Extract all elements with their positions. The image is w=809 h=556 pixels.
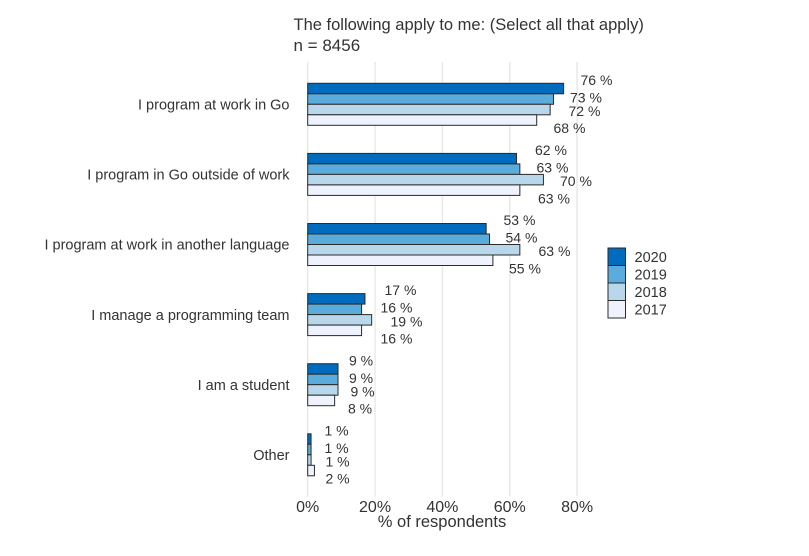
svg-text:n = 8456: n = 8456 [294,36,361,55]
svg-text:% of respondents: % of respondents [378,513,506,531]
svg-text:55 %: 55 % [509,260,541,276]
svg-text:20%: 20% [359,499,391,516]
svg-text:80%: 80% [561,499,593,516]
svg-text:1 %: 1 % [325,440,349,456]
svg-text:2 %: 2 % [326,471,350,487]
svg-text:63 %: 63 % [538,190,570,206]
svg-text:9 %: 9 % [351,383,375,399]
svg-text:I am a student: I am a student [198,378,290,394]
svg-text:76 %: 76 % [581,72,613,88]
svg-text:63 %: 63 % [537,160,569,176]
svg-text:73 %: 73 % [570,89,602,105]
svg-text:19 %: 19 % [391,313,423,329]
svg-text:1 %: 1 % [326,454,350,470]
svg-text:2020: 2020 [635,250,667,266]
svg-text:62 %: 62 % [535,142,567,158]
svg-text:I program at work in another l: I program at work in another language [44,238,289,254]
svg-text:9 %: 9 % [349,370,373,386]
svg-text:9 %: 9 % [349,352,373,368]
svg-text:I manage a programming team: I manage a programming team [91,308,289,324]
svg-text:40%: 40% [426,499,458,516]
svg-text:72 %: 72 % [569,103,601,119]
svg-text:Other: Other [253,448,289,464]
svg-text:63 %: 63 % [539,243,571,259]
svg-text:68 %: 68 % [554,120,586,136]
svg-text:60%: 60% [494,499,526,516]
svg-text:I program in Go outside of wor: I program in Go outside of work [87,168,290,184]
svg-text:0%: 0% [296,499,319,516]
svg-text:2019: 2019 [635,267,667,283]
svg-text:I program at work in Go: I program at work in Go [138,98,290,114]
svg-text:53 %: 53 % [504,212,536,228]
svg-text:The following apply to me: (Se: The following apply to me: (Select all t… [294,16,644,34]
svg-text:54 %: 54 % [506,230,538,246]
svg-text:2017: 2017 [635,302,667,318]
svg-text:17 %: 17 % [385,282,417,298]
svg-text:70 %: 70 % [560,173,592,189]
svg-text:2018: 2018 [635,285,667,301]
svg-text:8 %: 8 % [348,401,372,417]
svg-text:16 %: 16 % [381,300,413,316]
svg-text:16 %: 16 % [381,331,413,347]
svg-text:1 %: 1 % [325,422,349,438]
